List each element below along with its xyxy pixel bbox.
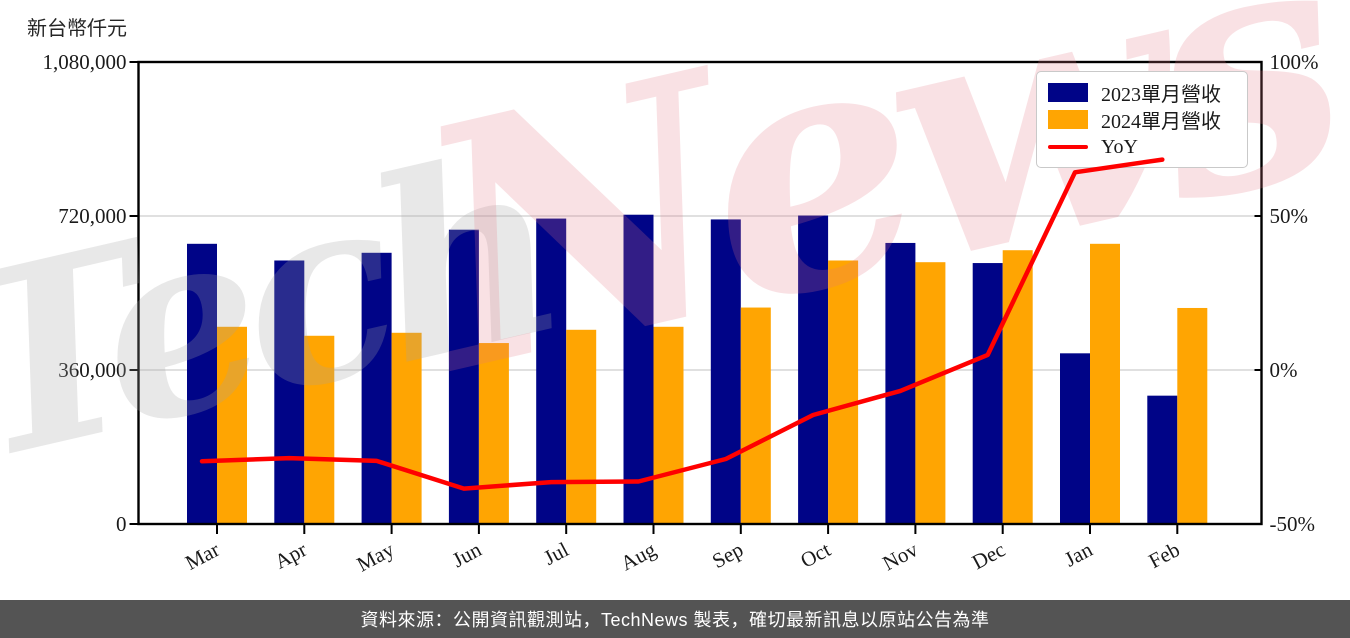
bar-2024單月營收-May	[391, 332, 422, 524]
bar-2023單月營收-Jul	[536, 218, 567, 525]
bar-2023單月營收-Jun	[448, 229, 479, 524]
x-tick-label-Jun: Jun	[448, 537, 485, 572]
bar-2023單月營收-Sep	[710, 219, 741, 524]
bar-2023單月營收-Mar	[187, 243, 217, 525]
right-tick-label-100: 100%	[1270, 50, 1319, 74]
legend-label-2023: 2023單月營收	[1101, 83, 1221, 106]
legend-swatch-yoy-line	[1048, 145, 1088, 149]
bar-2024單月營收-Feb	[1177, 307, 1208, 524]
bar-2024單月營收-Mar	[217, 326, 247, 524]
legend-item-2024: 2024單月營收	[1048, 107, 1236, 133]
x-tick-label-Jan: Jan	[1060, 537, 1096, 572]
bar-2023單月營收-Nov	[885, 242, 916, 524]
bar-2023單月營收-Oct	[798, 215, 829, 525]
chart-canvas: 新台幣仟元 Mar Apr May Jun Jul Aug Sep Oct Nov Dec Jan F…	[0, 0, 1350, 577]
x-tick-label-Nov: Nov	[879, 537, 923, 575]
bar-2023單月營收-Apr	[274, 260, 305, 524]
bar-2024單月營收-Jun	[478, 343, 509, 524]
legend-swatch-2024-bar	[1048, 110, 1088, 129]
plot-frame	[137, 60, 1263, 526]
right-tick-label-0: 0%	[1270, 358, 1298, 382]
x-tick-label-Feb: Feb	[1145, 537, 1184, 573]
legend-item-2023: 2023單月營收	[1048, 79, 1236, 106]
source-text: 資料來源：公開資訊觀測站，TechNews 製表，確切最新訊息以原站公告為準	[360, 610, 990, 630]
bar-2024單月營收-Nov	[915, 262, 946, 524]
x-tick-label-Oct: Oct	[796, 537, 834, 573]
bar-2024單月營收-Aug	[653, 326, 684, 524]
bar-2024單月營收-Oct	[828, 260, 859, 524]
right-tick-label-50: 50%	[1270, 204, 1309, 228]
bar-2024單月營收-Dec	[1002, 250, 1033, 524]
x-tick-label-Dec: Dec	[968, 537, 1009, 574]
bar-2024單月營收-Jul	[566, 329, 597, 524]
bar-2023單月營收-May	[361, 252, 392, 525]
bar-2024單月營收-Sep	[740, 307, 771, 524]
legend-swatch-2023-bar	[1048, 82, 1088, 102]
legend-label-2024: 2024單月營收	[1101, 111, 1221, 133]
left-tick-label-720000: 720,000	[58, 204, 126, 228]
left-tick-label-360000: 360,000	[58, 358, 126, 382]
source-footer: 資料來源：公開資訊觀測站，TechNews 製表，確切最新訊息以原站公告為準	[0, 600, 1350, 638]
x-tick-label-Mar: Mar	[181, 537, 223, 575]
bar-2024單月營收-Apr	[304, 335, 335, 524]
legend-item-yoy: YoY	[1048, 134, 1236, 160]
bar-2023單月營收-Feb	[1147, 395, 1178, 524]
left-tick-label-0: 0	[116, 512, 127, 536]
x-tick-label-Aug: Aug	[617, 537, 661, 575]
bar-2023單月營收-Jan	[1060, 353, 1090, 524]
right-tick-label--50: -50%	[1270, 512, 1316, 536]
x-tick-label-May: May	[353, 537, 399, 576]
bar-2023單月營收-Dec	[972, 263, 1003, 524]
chart-legend: 2023單月營收 2024單月營收 YoY	[1036, 71, 1248, 168]
x-tick-label-Sep: Sep	[708, 537, 747, 573]
y-axis-unit-label: 新台幣仟元	[27, 18, 127, 40]
left-tick-label-1080000: 1,080,000	[43, 50, 127, 74]
x-tick-label-Apr: Apr	[271, 537, 311, 574]
x-tick-label-Jul: Jul	[540, 537, 573, 570]
bar-2024單月營收-Jan	[1090, 243, 1120, 525]
legend-label-yoy: YoY	[1101, 135, 1138, 158]
bar-2023單月營收-Aug	[623, 214, 654, 524]
